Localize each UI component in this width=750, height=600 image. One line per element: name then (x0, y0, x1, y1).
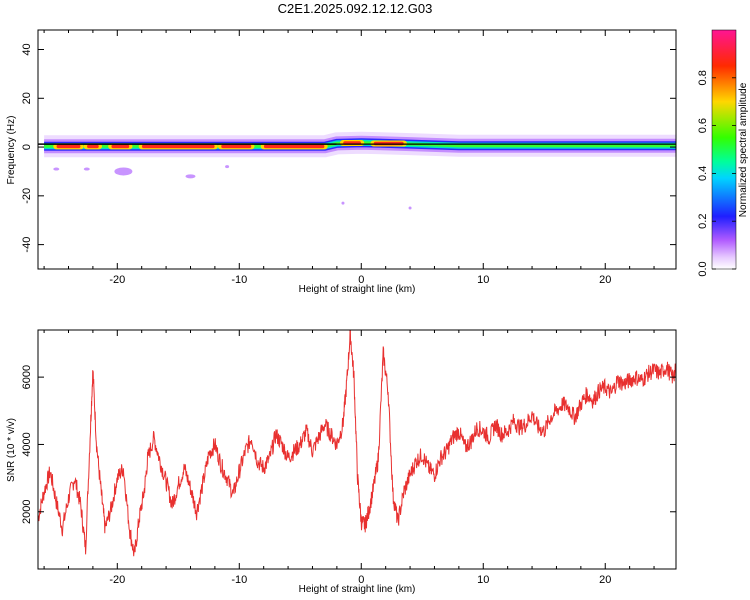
spectrogram-y-tick-label: -40 (21, 237, 33, 253)
spectrogram-x-tick-label: 0 (358, 274, 364, 286)
spectrogram-panel: -20 -10 0 10 20 40 20 0 -20 -40 Height of straig… (6, 29, 677, 295)
spectrogram-x-tick-label: -20 (109, 274, 125, 286)
colorbar-tick-label: 0.2 (697, 214, 709, 229)
snr-panel: -20 -10 0 10 20 6000 4000 2000 Height of strai… (6, 329, 677, 595)
snr-y-axis: 6000 4000 2000 (21, 365, 676, 524)
spectrogram-y-tick-label: 40 (21, 43, 33, 55)
spectral-blob (114, 167, 133, 176)
snr-x-label: Height of straight line (km) (299, 584, 416, 595)
snr-x-axis: -20 -10 0 10 20 (43, 330, 655, 586)
colorbar-tick-label: 0.8 (697, 70, 709, 85)
spectrogram-frame (37, 29, 677, 270)
spectrogram-x-label: Height of straight line (km) (299, 284, 416, 295)
snr-x-tick-label: -20 (109, 574, 125, 586)
spectrogram-y-axis: 40 20 0 -20 -40 (21, 43, 676, 253)
snr-x-tick-label: 20 (599, 574, 611, 586)
colorbar-tick-label: 0.4 (697, 166, 709, 181)
snr-y-tick-label: 6000 (21, 365, 33, 389)
spectral-blob (83, 167, 90, 171)
colorbar-frame (711, 29, 737, 270)
snr-x-tick-label: 10 (477, 574, 489, 586)
colorbar: 0.0 0.2 0.4 0.6 0.8 Normalized spectral ampl… (697, 29, 749, 277)
spectrogram-x-axis: -20 -10 0 10 20 (43, 30, 655, 286)
colorbar-gradient (712, 30, 736, 269)
colorbar-ticks: 0.0 0.2 0.4 0.6 0.8 (697, 70, 736, 277)
snr-y-label: SNR (10 * v/v) (6, 418, 17, 482)
spectrogram-y-tick-label: 0 (21, 144, 33, 150)
snr-y-tick-label: 2000 (21, 500, 33, 524)
spectrogram-y-tick-label: -20 (21, 188, 33, 204)
colorbar-tick-label: 0.6 (697, 118, 709, 133)
chart-title: C2E1.2025.092.12.12.G03 (278, 1, 433, 16)
spectrogram-x-tick-label: 20 (599, 274, 611, 286)
spectrogram-x-tick-label: -10 (231, 274, 247, 286)
spectral-blob (185, 174, 196, 179)
spectral-blob (408, 206, 412, 210)
spectral-blob (53, 167, 60, 171)
spectral-blob (341, 201, 345, 205)
snr-x-tick-label: -10 (231, 574, 247, 586)
spectrogram-x-tick-label: 10 (477, 274, 489, 286)
colorbar-tick-label: 0.0 (697, 261, 709, 276)
colorbar-label: Normalized spectral amplitude (738, 82, 749, 217)
snr-frame (37, 329, 677, 570)
snr-y-tick-label: 4000 (21, 432, 33, 456)
spectral-blob (225, 165, 230, 169)
spectrogram-heatmap (38, 131, 676, 210)
snr-series-line (38, 330, 676, 557)
snr-x-tick-label: 0 (358, 574, 364, 586)
spectrogram-y-tick-label: 20 (21, 92, 33, 104)
spectrogram-y-label: Frequency (Hz) (6, 116, 17, 185)
